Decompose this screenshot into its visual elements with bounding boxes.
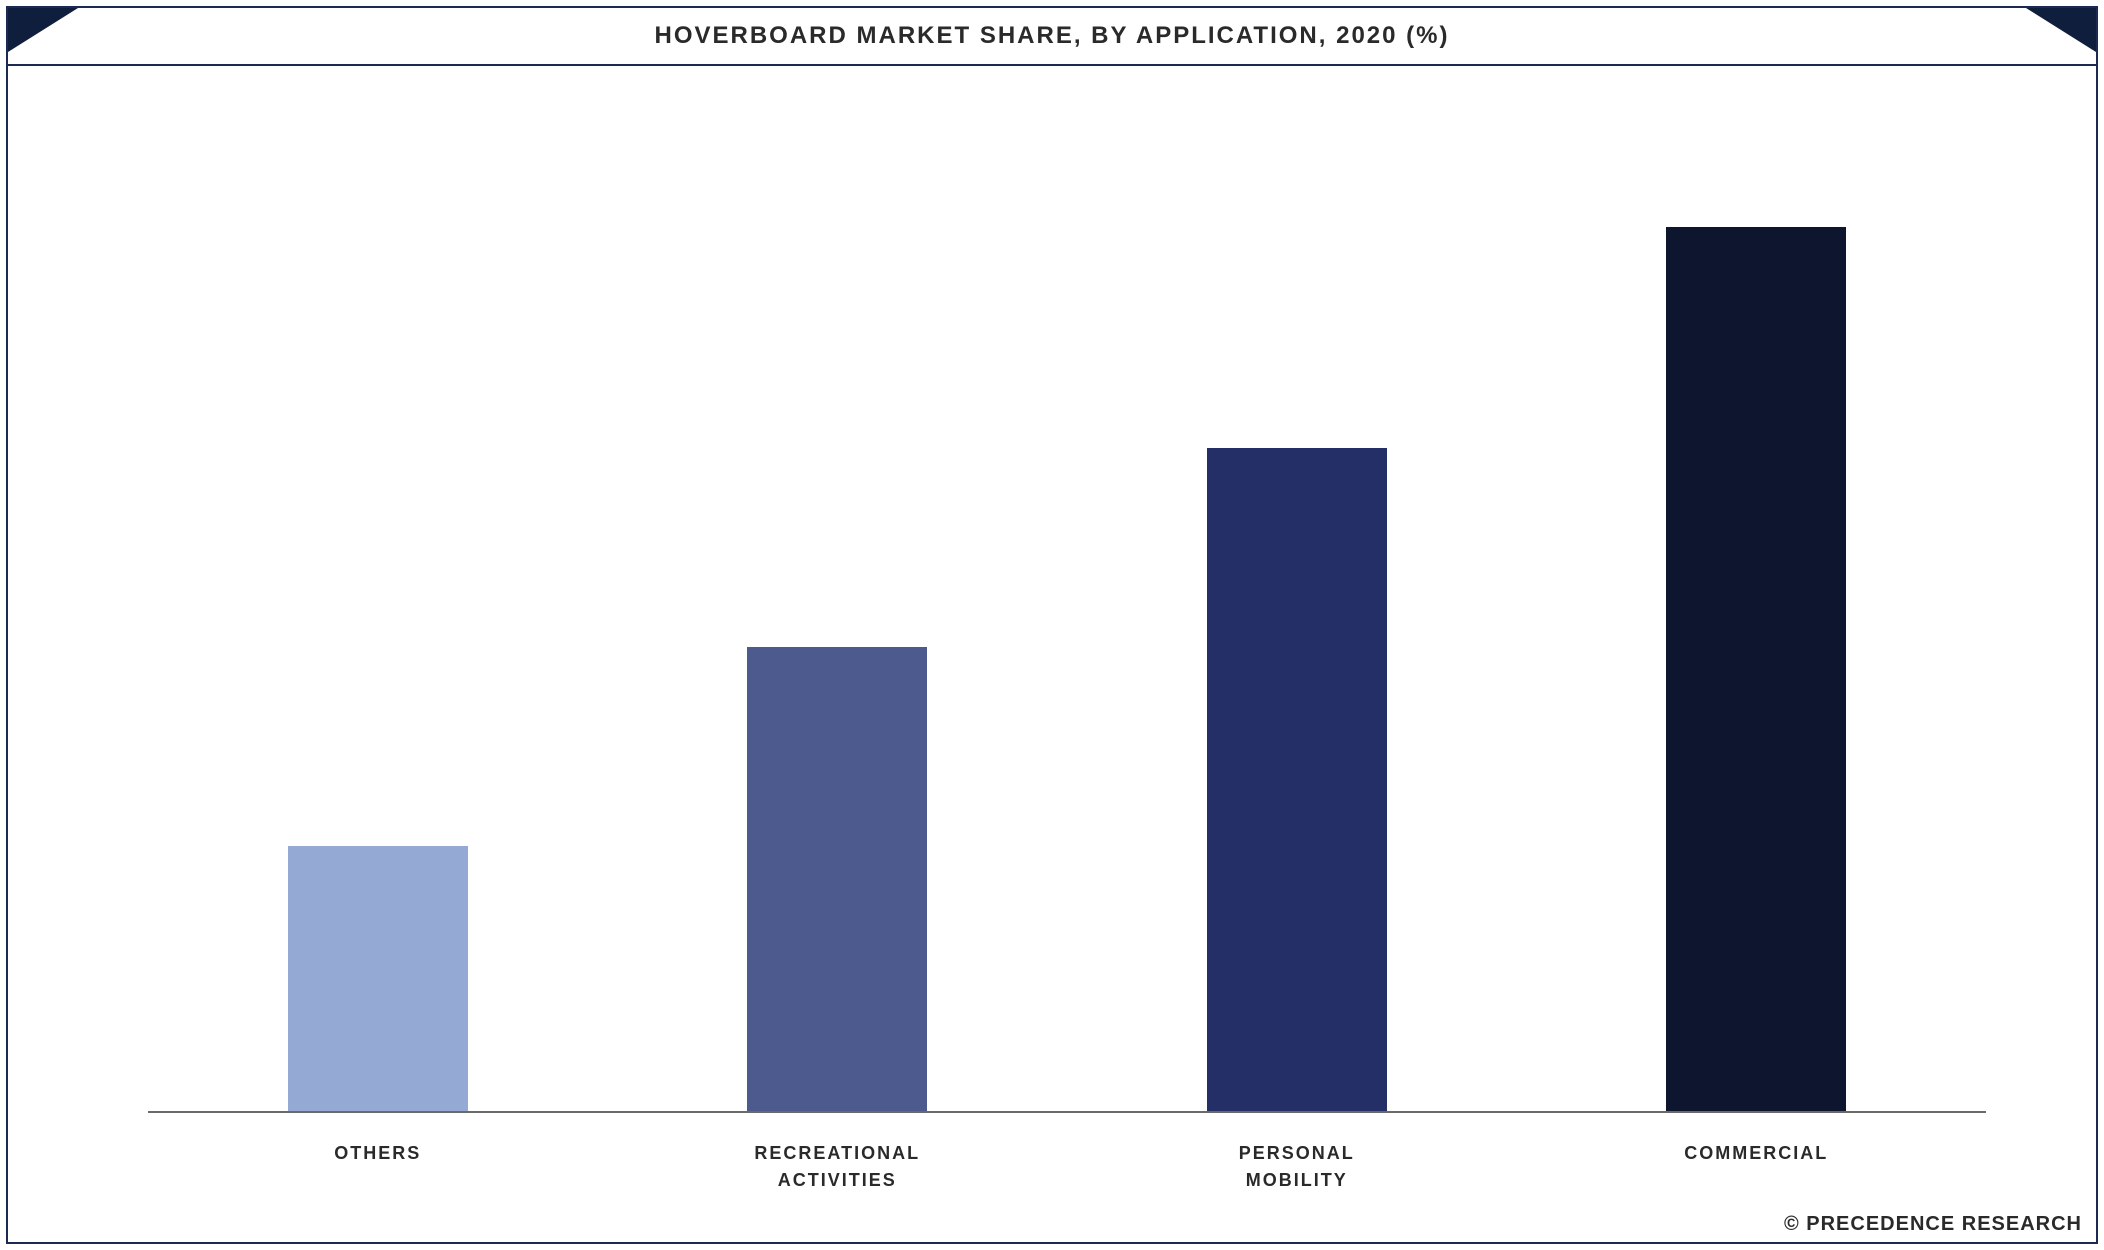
bar-slot xyxy=(1067,116,1527,1112)
bar xyxy=(288,846,468,1112)
category-label: PERSONALMOBILITY xyxy=(1067,1140,1527,1242)
x-axis-baseline xyxy=(148,1111,1986,1113)
bars-row xyxy=(148,116,1986,1112)
bar xyxy=(1666,227,1846,1112)
copyright-text: © PRECEDENCE RESEARCH xyxy=(1784,1213,2082,1236)
category-labels-row: OTHERSRECREATIONALACTIVITIESPERSONALMOBI… xyxy=(148,1122,1986,1242)
bar-slot xyxy=(148,116,608,1112)
category-label: RECREATIONALACTIVITIES xyxy=(608,1140,1068,1242)
corner-triangle-right xyxy=(2026,8,2096,52)
corner-triangle-left xyxy=(8,8,78,52)
chart-title: HOVERBOARD MARKET SHARE, BY APPLICATION,… xyxy=(655,22,1450,50)
bar-slot xyxy=(1527,116,1987,1112)
bar xyxy=(747,647,927,1112)
chart-container: HOVERBOARD MARKET SHARE, BY APPLICATION,… xyxy=(6,6,2098,1244)
bar-slot xyxy=(608,116,1068,1112)
bar xyxy=(1207,448,1387,1112)
chart-area: OTHERSRECREATIONALACTIVITIESPERSONALMOBI… xyxy=(8,66,2096,1242)
category-label: OTHERS xyxy=(148,1140,608,1242)
title-bar: HOVERBOARD MARKET SHARE, BY APPLICATION,… xyxy=(8,8,2096,66)
